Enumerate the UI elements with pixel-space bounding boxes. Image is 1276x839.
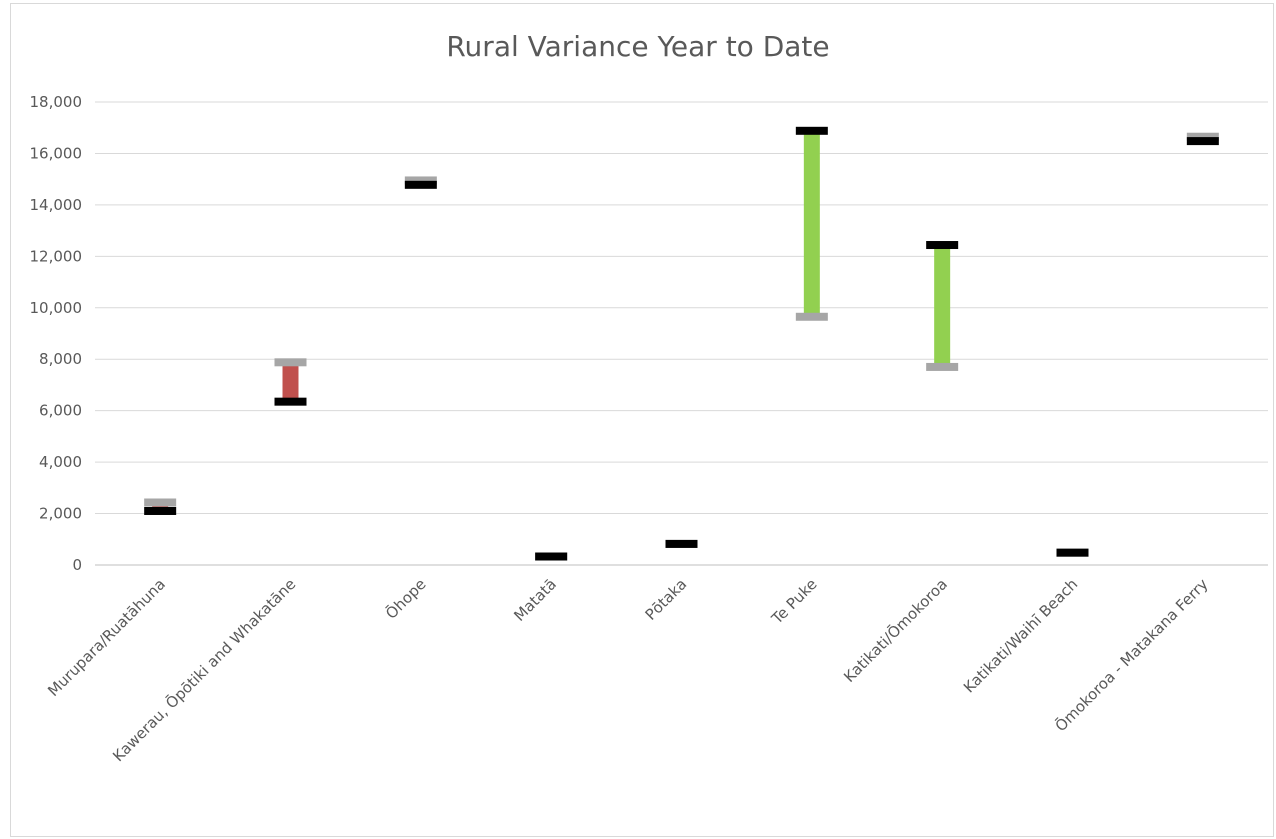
markers [144, 126, 1219, 561]
y-axis-ticks: 0 2,000 4,000 6,000 8,000 10,000 12,000 14,000 1… [30, 93, 83, 574]
variance-bar [152, 502, 169, 511]
x-category-label: Ōhope [381, 574, 429, 622]
grey-marker [404, 176, 437, 185]
black-marker [274, 397, 307, 406]
grey-marker [274, 358, 307, 367]
y-tick-label: 6,000 [39, 402, 82, 420]
variance-bar [934, 245, 951, 367]
black-marker [404, 180, 437, 189]
y-tick-label: 14,000 [30, 196, 83, 214]
y-tick-label: 2,000 [39, 505, 82, 523]
chart-frame [10, 3, 1274, 837]
black-marker [926, 241, 959, 250]
y-tick-label: 10,000 [30, 299, 83, 317]
y-tick-label: 4,000 [39, 453, 82, 471]
y-tick-label: 8,000 [39, 350, 82, 368]
grey-marker [795, 312, 828, 321]
black-marker [535, 552, 568, 561]
x-category-label: Katikati/Ōmokoroa [840, 574, 951, 685]
variance-bar [803, 130, 820, 317]
variance-bar [282, 362, 299, 402]
x-category-label: Matatā [510, 575, 560, 625]
grey-marker [926, 362, 959, 371]
y-tick-label: 12,000 [30, 247, 83, 265]
y-tick-label: 0 [72, 556, 82, 574]
x-category-label: Te Puke [767, 575, 820, 628]
black-marker [795, 126, 828, 135]
x-category-label: Ōmokoroa - Matakana Ferry [1051, 574, 1212, 735]
grey-marker [1186, 132, 1219, 141]
x-category-label: Pōtaka [642, 575, 691, 624]
y-tick-label: 16,000 [30, 144, 83, 162]
black-marker [1186, 137, 1219, 146]
black-marker [665, 539, 698, 548]
grey-marker [144, 498, 177, 507]
x-category-label: Murupara/Ruatāhuna [44, 575, 169, 700]
chart-title: Rural Variance Year to Date [446, 30, 830, 63]
black-marker [144, 506, 177, 515]
bars [152, 130, 1211, 511]
y-tick-label: 18,000 [30, 93, 83, 111]
x-category-label: Katikati/Waihī Beach [960, 575, 1081, 696]
black-marker [1056, 548, 1089, 557]
gridlines [95, 101, 1268, 566]
